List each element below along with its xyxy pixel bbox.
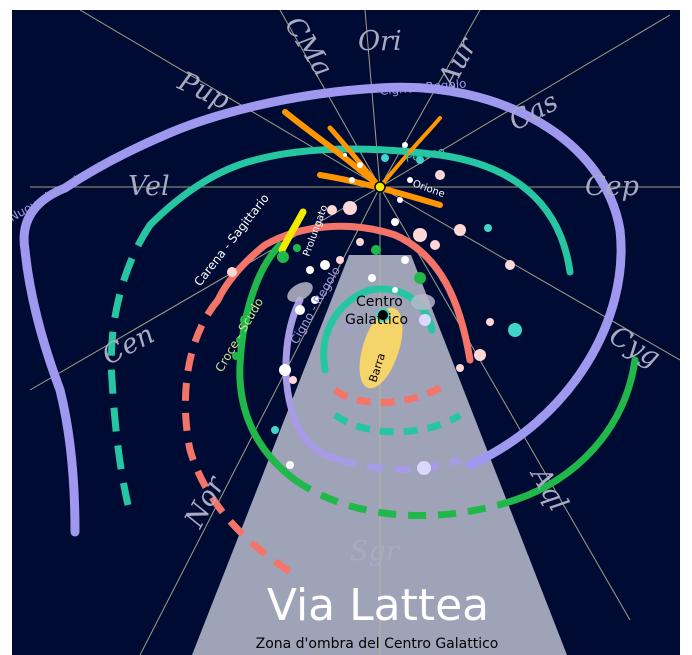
orion-spur-4	[378, 116, 442, 189]
inner-arm-red-dashed	[332, 379, 451, 406]
norma-arm-dashed	[338, 456, 462, 473]
scutum-arm	[236, 241, 299, 484]
gray-patch-2	[411, 294, 435, 310]
norma-arm	[282, 296, 344, 464]
perseus-arm-dashed	[107, 223, 153, 506]
outer-arm	[19, 82, 626, 537]
sight-lines	[29, 10, 680, 655]
diagram-title: Via Lattea	[267, 580, 489, 631]
galactic-bar	[359, 307, 403, 389]
perseus-arm	[146, 145, 574, 276]
galactic-center-marker	[376, 308, 390, 322]
constellation-label-sgr: Sgr	[350, 536, 401, 567]
diagram-subtitle: Zona d'ombra del Centro Galattico	[256, 636, 499, 652]
sun-marker	[374, 181, 386, 193]
constellation-label-ori: Ori	[358, 26, 402, 57]
sagittarius-arm-dashed	[181, 297, 297, 578]
scutum-arm-outer	[511, 356, 639, 504]
sagittarius-arm	[214, 222, 474, 364]
orion-spur-2	[327, 125, 383, 190]
local-segment	[278, 208, 307, 254]
perseus-arm-label: Perseo	[404, 144, 446, 165]
orion-spur-3	[317, 172, 443, 208]
constellation-label-cep: Cep	[585, 171, 639, 202]
constellation-label-vel: Vel	[128, 171, 170, 202]
gray-patch	[287, 282, 313, 302]
galactic-center-label-line2: Galattico	[345, 312, 408, 328]
star-regions	[227, 142, 522, 475]
galactic-center-label-line1: Centro	[356, 294, 403, 310]
